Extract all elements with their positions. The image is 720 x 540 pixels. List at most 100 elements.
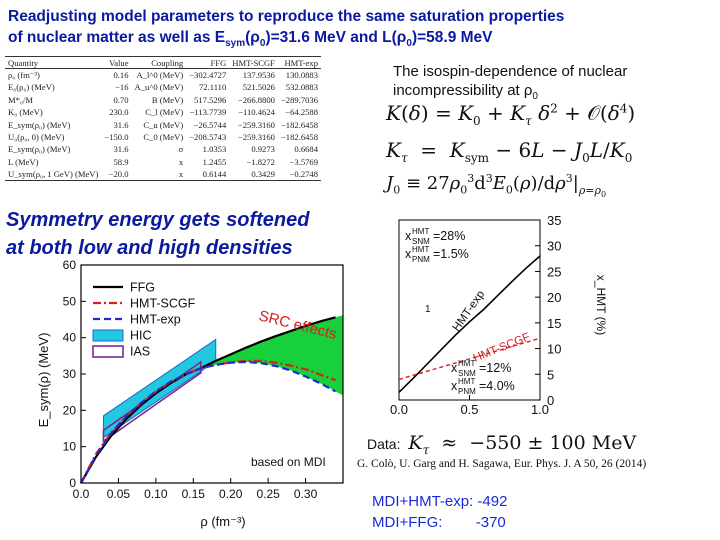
table-cell: −0.2748 xyxy=(277,168,322,181)
table-cell: −20.0 xyxy=(101,168,132,181)
table-cell: 1.0353 xyxy=(202,144,227,155)
table-cell: 58.9 xyxy=(113,156,129,167)
y-tick-label: 40 xyxy=(63,331,77,345)
table-cell: x xyxy=(178,156,184,167)
inset-y-tick-label: 15 xyxy=(547,316,561,331)
table-row: K₀ (MeV) 230.0 C_l (MeV) −113.7739 −110.4624… xyxy=(5,106,321,118)
y-axis-label: E_sym(ρ) (MeV) xyxy=(36,333,51,428)
inset-pnm-scgf-sup: HMT xyxy=(458,377,475,386)
x-tick-label: 0.30 xyxy=(294,487,318,501)
legend-label: IAS xyxy=(130,345,150,359)
equation-j0: J0 ≡ 27ρ03d3E0(ρ)/dρ3|ρ=ρ0 xyxy=(386,172,607,199)
equation-k-delta: K(δ) = K0 + Kτ δ2 + 𝒪(δ4) xyxy=(386,101,636,128)
legend-label: HIC xyxy=(130,329,152,343)
inset-y-tick-label: 5 xyxy=(547,367,554,382)
slide-title: Readjusting model parameters to reproduc… xyxy=(8,8,565,50)
softened-caption: Symmetry energy gets softened at both lo… xyxy=(6,209,310,259)
table-cell: −259.3160 xyxy=(237,119,275,130)
table-cell: 0.6684 xyxy=(294,144,319,155)
table-cell: −1.8272 xyxy=(246,156,275,167)
inset-frame xyxy=(398,219,541,401)
inset-y-tick-label: 35 xyxy=(547,213,561,228)
x-tick-label: 0.15 xyxy=(182,487,206,501)
y-tick-label: 0 xyxy=(69,476,76,490)
table-cell: −16 xyxy=(115,82,129,93)
table-cell: −182.6458 xyxy=(280,132,319,143)
table-header-cell: Quantity xyxy=(5,56,102,70)
legend-swatch-ias xyxy=(92,345,124,358)
table-cell: 532.0883 xyxy=(285,82,319,93)
table-cell: −110.4624 xyxy=(238,107,275,118)
table-cell: 130.0883 xyxy=(285,70,319,81)
inset-hmt-exp-curve xyxy=(398,255,541,393)
inset-pnm-scgf-sub: PNM xyxy=(458,387,476,396)
ias-band xyxy=(102,360,202,443)
table-cell: C_u (MeV) xyxy=(143,119,184,130)
inset-pnm-exp-sup: HMT xyxy=(412,245,429,254)
y-tick-label: 50 xyxy=(63,294,77,308)
table-header-cell: Value xyxy=(101,56,132,70)
table-row: U₀(ρ₀, 0) (MeV) −150.0 C_0 (MeV) −208.5743−… xyxy=(5,131,321,143)
table-cell: U₀(ρ₀, 0) (MeV) xyxy=(8,132,65,143)
x-tick-label: 0.25 xyxy=(256,487,280,501)
table-header-cell: HMT-exp xyxy=(277,56,322,70)
table-cell: 72.1110 xyxy=(198,82,227,93)
table-cell: x xyxy=(131,168,187,181)
inset-y-tick-label: 30 xyxy=(547,239,561,254)
x-tick-label: 0.05 xyxy=(107,487,131,501)
parameter-table-panel: Quantity Value Coupling FFG HMT-SCGF HMT-exp … xyxy=(5,56,385,206)
inset-pnm-exp-x: x xyxy=(405,247,412,261)
table-cell: C_0 (MeV) xyxy=(143,132,184,143)
inset-snm-scgf-val: =12% xyxy=(479,361,511,375)
hmt-exp-curve xyxy=(80,360,337,484)
legend-label: FFG xyxy=(130,281,155,295)
table-row: E_sym(ρ₀) (MeV) 31.6 C_u (MeV) −26.5744 −259… xyxy=(5,118,321,130)
inset-y-tick-label: 25 xyxy=(547,264,561,279)
table-cell: K₀ (MeV) xyxy=(8,107,43,118)
table-cell: 31.6 xyxy=(113,144,129,155)
inset-y-label: x_HMT (%) xyxy=(594,275,608,335)
table-row: M*₀/M 0.70 B (MeV) 517.5296 −266.8800 −289.70… xyxy=(5,94,321,106)
ffg-curve xyxy=(80,316,336,484)
table-cell: 0.70 xyxy=(113,94,129,105)
equation-k-tau: Kτ = Ksym − 6L − J0L/K0 xyxy=(386,138,633,165)
isospin-caption: The isospin-dependence of nuclear incomp… xyxy=(393,63,628,102)
result-hmt-exp: MDI+HMT-exp: -492 xyxy=(372,493,508,510)
table-cell: A_l^0 (MeV) xyxy=(136,70,184,81)
inset-snm-exp-sup: HMT xyxy=(412,227,429,236)
inset-pnm-exp-val: =1.5% xyxy=(433,247,469,261)
citation: G. Colò, U. Garg and H. Sagawa, Eur. Phy… xyxy=(357,458,647,470)
table-row: E_sym(ρ₀) (MeV) 31.6 σ 1.0353 0.9273 0.6684 xyxy=(5,143,321,155)
inset-hmt-scgf-curve xyxy=(398,337,541,381)
y-tick-label: 20 xyxy=(63,403,77,417)
y-tick-label: 30 xyxy=(63,367,77,381)
table-cell: 137.9536 xyxy=(242,70,275,81)
table-cell: 0.9273 xyxy=(251,144,275,155)
legend-label: HMT-exp xyxy=(130,313,181,327)
table-header-cell: HMT-SCGF xyxy=(229,56,278,70)
x-tick-label: 0.0 xyxy=(73,487,90,501)
table-cell: M*₀/M xyxy=(8,94,33,105)
y-tick-label: 60 xyxy=(63,260,77,272)
table-cell: 517.5296 xyxy=(194,94,227,105)
inset-mid-label: 1 xyxy=(425,304,431,315)
inset-snm-exp-val: =28% xyxy=(433,229,465,243)
table-cell: C_l (MeV) xyxy=(145,107,184,118)
table-cell: 0.3429 xyxy=(229,168,278,181)
y-tick-label: 10 xyxy=(63,440,77,454)
result-ffg: MDI+FFG: -370 xyxy=(372,514,506,531)
table-cell: −150.0 xyxy=(104,132,129,143)
table-cell: 230.0 xyxy=(109,107,129,118)
table-cell: −113.7739 xyxy=(189,107,227,118)
table-row: L (MeV) 58.9 x 1.2455 −1.8272 −3.5769 xyxy=(5,156,321,168)
inset-snm-exp-sub: SNM xyxy=(412,237,430,246)
table-cell: U_sym(ρ₀, 1 GeV) (MeV) xyxy=(5,168,102,181)
table-cell: −289.7036 xyxy=(280,94,319,105)
inset-pnm-scgf-val: =4.0% xyxy=(479,379,515,393)
x-tick-label: 0.10 xyxy=(144,487,168,501)
table-cell: −182.6458 xyxy=(280,119,319,130)
inset-x-tick-label: 0.0 xyxy=(390,402,408,415)
table-cell: 0.16 xyxy=(113,70,129,81)
legend-label: HMT-SCGF xyxy=(130,297,196,311)
